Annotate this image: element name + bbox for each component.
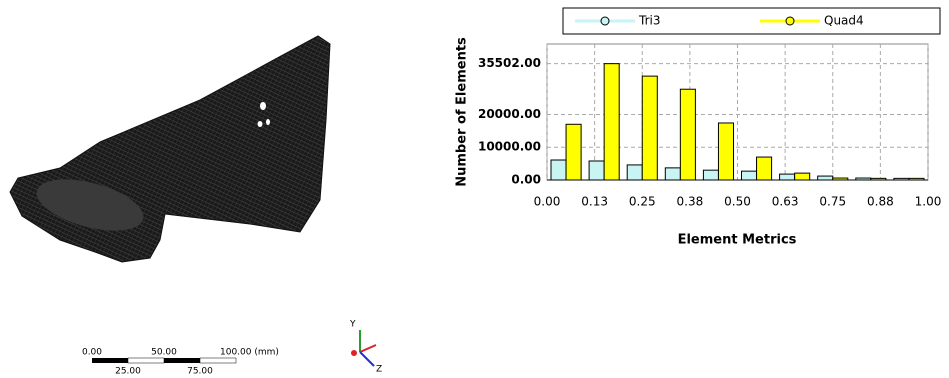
x-tick-label: 0.88 [867,195,894,209]
triad-label: Y [349,320,356,330]
axis-triad: Y Z [349,320,382,375]
bar [589,161,604,180]
x-tick-label: 0.75 [819,195,846,209]
bar [818,176,833,180]
bar [795,173,810,180]
bar [627,165,642,180]
screenshot: 0.00 50.00 100.00 (mm) 25.00 75.00 Y Z N… [0,0,949,378]
scale-label: 50.00 [151,348,177,358]
bar [718,123,733,180]
page: 0.00 50.00 100.00 (mm) 25.00 75.00 Y Z N… [0,0,949,378]
mesh-model [10,36,330,262]
x-tick-label: 0.00 [534,195,561,209]
legend-label: Tri3 [638,14,660,28]
scale-label: 25.00 [115,367,141,377]
scale-label: 75.00 [187,367,213,377]
y-tick-label: 10000.00 [478,140,541,154]
legend-marker [786,17,794,25]
bar [566,124,581,180]
x-tick-label: 0.38 [677,195,704,209]
bar [604,64,619,180]
bar [757,157,772,180]
triad-label: Z [376,365,382,375]
bar [551,160,566,180]
x-tick-label: 0.50 [724,195,751,209]
x-axis-title: Element Metrics [678,233,797,248]
legend-marker [601,17,609,25]
bar [665,168,680,180]
y-tick-label: 0.00 [511,173,541,187]
y-axis-title: Number of Elements [455,37,470,187]
y-tick-label: 35502.00 [478,56,541,70]
bar [680,89,695,180]
scale-label: 0.00 [82,348,102,358]
legend-label: Quad4 [824,14,864,28]
bar [742,171,757,180]
bar [703,170,718,180]
scale-bar: 0.00 50.00 100.00 (mm) 25.00 75.00 [82,348,279,377]
bar [642,76,657,180]
x-tick-label: 1.00 [915,195,942,209]
scale-label: 100.00 (mm) [220,348,279,358]
x-tick-label: 0.13 [581,195,608,209]
x-tick-label: 0.63 [772,195,799,209]
bar [780,174,795,180]
y-tick-label: 20000.00 [478,107,541,121]
x-tick-label: 0.25 [629,195,656,209]
histogram-chart: Number of Elements Element Metrics 0.00 1… [455,8,942,248]
